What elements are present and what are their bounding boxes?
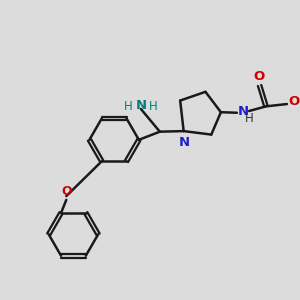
Text: H: H (124, 100, 133, 112)
Text: O: O (254, 70, 265, 83)
Text: N: N (135, 99, 146, 112)
Text: O: O (288, 95, 299, 108)
Text: H: H (149, 100, 158, 112)
Text: H: H (245, 112, 254, 124)
Text: O: O (61, 185, 72, 198)
Text: N: N (238, 105, 249, 118)
Text: N: N (178, 136, 190, 149)
